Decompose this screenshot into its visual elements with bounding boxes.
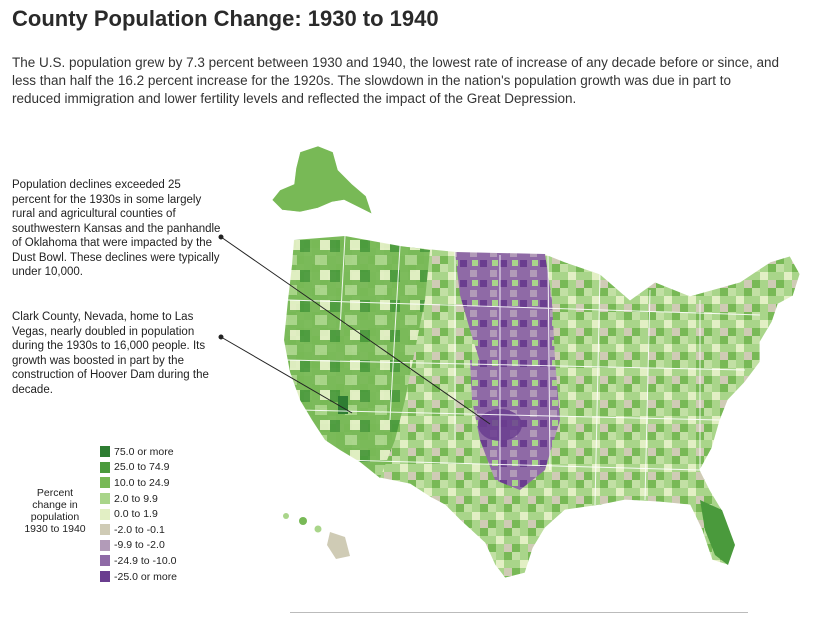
annotation-clark-county: Clark County, Nevada, home to Las Vegas,… [12, 311, 209, 396]
page-title: County Population Change: 1930 to 1940 [12, 6, 439, 31]
legend-item: -2.0 to -0.1 [100, 522, 177, 538]
legend-swatch [100, 508, 110, 520]
legend-swatch [100, 493, 110, 505]
legend-item: 2.0 to 9.9 [100, 491, 177, 507]
legend-label: -9.9 to -2.0 [114, 539, 165, 552]
intro-paragraph: The U.S. population grew by 7.3 percent … [12, 55, 780, 106]
annotation-dust-bowl: Population declines exceeded 25 percent … [12, 179, 221, 278]
legend-swatch [100, 539, 110, 551]
legend-label: 10.0 to 24.9 [114, 476, 170, 489]
legend-item: -24.9 to -10.0 [100, 553, 177, 569]
legend-swatch [100, 571, 110, 583]
state-borders [285, 235, 761, 506]
legend-item: 0.0 to 1.9 [100, 506, 177, 522]
legend-item: -25.0 or more [100, 569, 177, 585]
legend-item: -9.9 to -2.0 [100, 538, 177, 554]
legend-title: Percent change in population 1930 to 194… [24, 487, 86, 535]
legend-label: -25.0 or more [114, 570, 178, 583]
hawaii-region [283, 513, 350, 559]
legend-label: 75.0 or more [114, 445, 174, 458]
legend-label: 2.0 to 9.9 [114, 492, 158, 505]
legend-swatch [100, 477, 110, 489]
legend-item: 25.0 to 74.9 [100, 460, 177, 476]
legend-item: 10.0 to 24.9 [100, 475, 177, 491]
legend-swatch [100, 555, 110, 567]
legend-label: -2.0 to -0.1 [114, 523, 165, 536]
legend-item: 75.0 or more [100, 444, 177, 460]
legend-swatch [100, 461, 110, 473]
legend: 75.0 or more 25.0 to 74.9 10.0 to 24.9 2.0 … [100, 444, 177, 584]
footer-divider [290, 612, 748, 613]
legend-swatch [100, 524, 110, 536]
alaska-region [271, 145, 373, 215]
legend-swatch [100, 446, 110, 458]
legend-label: -24.9 to -10.0 [114, 554, 177, 567]
legend-label: 25.0 to 74.9 [114, 461, 170, 474]
western-region [284, 236, 430, 478]
clark-county [338, 396, 348, 414]
legend-label: 0.0 to 1.9 [114, 508, 158, 521]
florida-growth [700, 500, 735, 565]
leader-lines [218, 234, 491, 425]
